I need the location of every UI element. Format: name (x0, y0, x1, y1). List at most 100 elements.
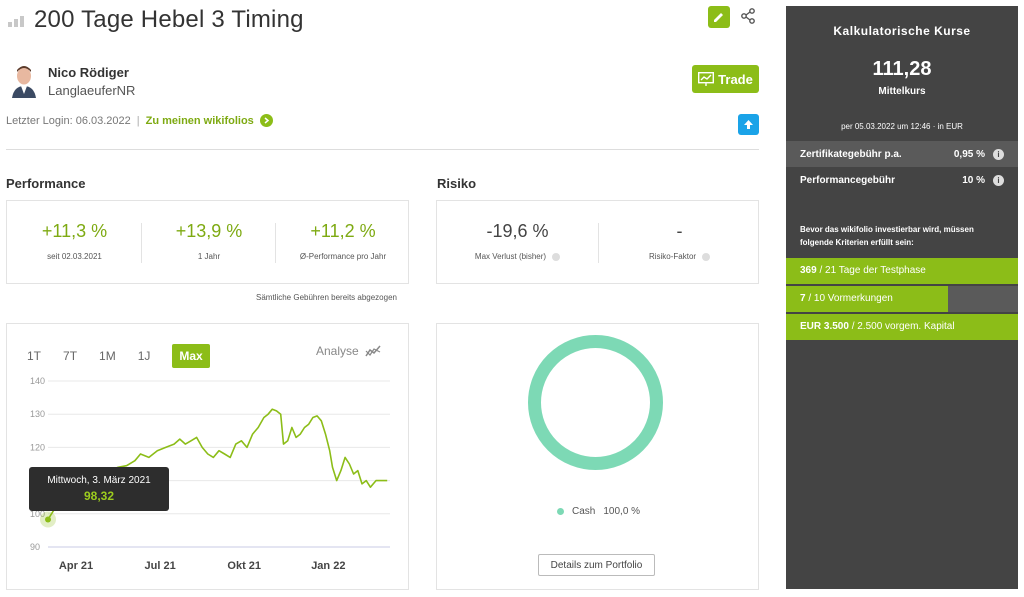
edit-button[interactable] (708, 6, 730, 28)
criterion-target: / 2.500 vorgem. Kapital (848, 321, 955, 332)
panel-title: Kalkulatorische Kurse (833, 24, 971, 38)
tooltip-date: Mittwoch, 3. März 2021 (47, 475, 151, 486)
price-panel: Kalkulatorische Kurse 111,28 Mittelkurs … (786, 6, 1018, 589)
last-login: Letzter Login: 06.03.2022 (6, 114, 131, 127)
legend-dot (557, 508, 564, 515)
stat-since-start: +11,3 % seit 02.03.2021 (7, 221, 142, 261)
analyse-label: Analyse (316, 344, 359, 358)
legend-value: 100,0 % (603, 506, 641, 517)
stat-label: Max Verlust (bisher) (474, 252, 547, 261)
author-name[interactable]: Nico Rödiger (48, 64, 129, 80)
criterion-value: 369 (800, 265, 817, 276)
price-timestamp: per 05.03.2022 um 12:46 · in EUR (841, 122, 963, 131)
chart-card (6, 323, 409, 590)
criterion-capital: EUR 3.500 / 2.500 vorgem. Kapital (786, 314, 1018, 340)
share-icon[interactable] (740, 8, 756, 24)
bar-chart-icon (8, 13, 26, 27)
arrow-up-icon (744, 120, 753, 129)
login-row: Letzter Login: 06.03.2022 | Zu meinen wi… (6, 114, 273, 127)
tab-1m[interactable]: 1M (99, 349, 116, 363)
series-line (47, 408, 388, 520)
criterion-progress (786, 258, 1018, 284)
y-tick-label: 130 (30, 409, 45, 419)
analyse-icon (365, 345, 381, 356)
legend-label: Cash (572, 506, 596, 517)
criterion-target: / 21 Tage der Testphase (816, 265, 926, 276)
criterion-progress (786, 314, 1018, 340)
stat-risk-factor: - Risiko-Faktor (599, 221, 760, 261)
page-title: 200 Tage Hebel 3 Timing (34, 6, 304, 33)
y-tick-label: 100 (30, 509, 45, 519)
tab-max[interactable]: Max (172, 344, 210, 368)
range-tabs: 1T 7T 1M 1J Max (27, 344, 210, 368)
info-icon[interactable]: i (993, 148, 1004, 160)
chevron-right-icon[interactable] (259, 114, 273, 127)
tooltip-value: 98,32 (83, 489, 115, 503)
fee-label: Zertifikategebühr p.a. (800, 148, 902, 160)
avatar[interactable] (10, 64, 38, 98)
tab-1t[interactable]: 1T (27, 349, 42, 363)
risk-card: -19,6 % Max Verlust (bisher) - Risiko-Fa… (436, 200, 759, 284)
info-icon[interactable]: i (993, 174, 1004, 186)
stat-label: seit 02.03.2021 (47, 252, 102, 261)
hover-point (45, 516, 51, 523)
stat-label: Ø-Performance pro Jahr (299, 252, 387, 261)
stat-value: -19,6 % (486, 221, 549, 241)
x-tick-label: Jul 21 (145, 560, 176, 572)
y-tick-label: 90 (30, 542, 40, 552)
x-tick-label: Apr 21 (59, 560, 93, 572)
performance-title: Performance (6, 176, 86, 191)
trade-chart-icon (698, 72, 715, 86)
criterion-progress (786, 286, 949, 312)
stat-max-loss: -19,6 % Max Verlust (bisher) (437, 221, 598, 261)
fee-row-certificate: Zertifikategebühr p.a. 0,95 % i (786, 141, 1018, 167)
allocation-legend: Cash 100,0 % (557, 506, 640, 517)
fee-row-performance: Performancegebühr 10 % i (786, 167, 1018, 193)
stat-value: +11,3 % (41, 221, 108, 241)
stat-value: +11,2 % (310, 221, 376, 241)
divider (141, 223, 142, 263)
donut-slice-cash[interactable] (528, 335, 663, 470)
scroll-up-button[interactable] (738, 114, 759, 135)
fee-value: 0,95 % (953, 148, 985, 160)
fees-note: Sämtliche Gebühren bereits abgezogen (256, 293, 397, 302)
mid-price: 111,28 (872, 58, 932, 80)
risk-title: Risiko (437, 176, 477, 191)
allocation-donut[interactable] (523, 330, 668, 475)
stat-value: +13,9 % (175, 221, 243, 241)
analyse-button[interactable]: Analyse (316, 344, 381, 358)
criteria-note: Bevor das wikifolio investierbar wird, m… (800, 225, 974, 247)
divider (275, 223, 276, 263)
portfolio-details-button[interactable]: Details zum Portfolio (538, 554, 655, 576)
fee-label: Performancegebühr (800, 174, 896, 186)
criterion-value: EUR 3.500 (800, 321, 849, 332)
trade-button[interactable]: Trade (692, 65, 759, 93)
stat-avg-per-year: +11,2 % Ø-Performance pro Jahr (276, 221, 410, 261)
separator: | (136, 114, 140, 127)
allocation-card (436, 323, 759, 590)
tab-7t[interactable]: 7T (63, 349, 78, 363)
x-tick-label: Jan 22 (311, 560, 345, 572)
author-nickname: LanglaeuferNR (48, 82, 136, 98)
author-block: Nico Rödiger LanglaeuferNR (10, 64, 135, 98)
tab-1j[interactable]: 1J (137, 349, 151, 363)
mid-price-label: Mittelkurs (878, 86, 926, 97)
info-icon[interactable] (552, 252, 561, 261)
y-tick-label: 140 (30, 376, 45, 386)
trade-button-label: Trade (718, 71, 753, 87)
criterion-value: 7 (800, 293, 806, 304)
stat-label: 1 Jahr (197, 252, 221, 261)
criterion-reservations: 7 / 10 Vormerkungen (786, 286, 1018, 312)
info-icon[interactable] (702, 252, 711, 261)
title-row: 200 Tage Hebel 3 Timing (8, 6, 304, 34)
stat-one-year: +13,9 % 1 Jahr (142, 221, 276, 261)
criterion-test-phase: 369 / 21 Tage der Testphase (786, 258, 1018, 284)
stat-value: - (676, 221, 683, 241)
divider (6, 149, 759, 150)
pencil-icon (714, 13, 723, 22)
divider (598, 223, 599, 263)
my-wikifolios-link[interactable]: Zu meinen wikifolios (145, 114, 254, 127)
performance-card: +11,3 % seit 02.03.2021 +13,9 % 1 Jahr +… (6, 200, 409, 284)
chart-tooltip: Mittwoch, 3. März 2021 98,32 (29, 467, 169, 511)
